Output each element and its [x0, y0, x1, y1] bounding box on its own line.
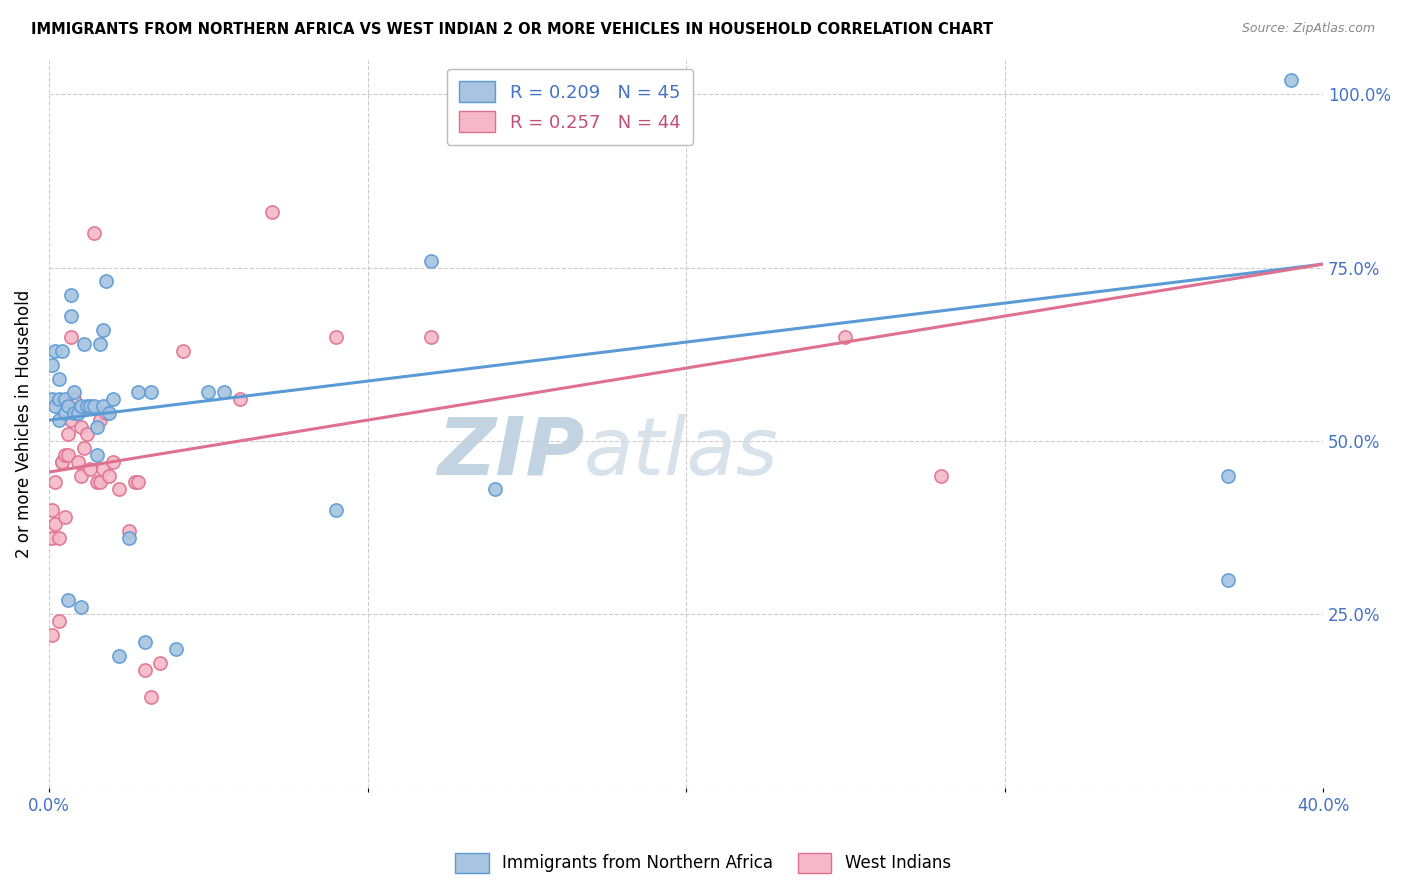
Point [44, 399, 66, 413]
Point [53, 510, 76, 524]
Point [56, 399, 79, 413]
Point [834, 330, 856, 344]
Point [51, 455, 73, 469]
Text: ZIP: ZIP [437, 414, 583, 491]
Point [53, 406, 76, 420]
Point [96, 406, 118, 420]
Point [134, 663, 156, 677]
Point [127, 385, 149, 400]
Text: IMMIGRANTS FROM NORTHERN AFRICA VS WEST INDIAN 2 OR MORE VEHICLES IN HOUSEHOLD C: IMMIGRANTS FROM NORTHERN AFRICA VS WEST … [31, 22, 993, 37]
Point [56, 448, 79, 462]
Point [79, 399, 101, 413]
Point [124, 475, 146, 490]
Point [91, 461, 114, 475]
Point [89, 413, 111, 427]
Point [108, 648, 131, 663]
Point [60, 288, 83, 302]
Point [127, 475, 149, 490]
Point [44, 517, 66, 532]
Point [83, 399, 105, 413]
Point [41, 628, 63, 642]
Point [101, 392, 124, 407]
Point [139, 690, 162, 705]
Point [101, 455, 124, 469]
Point [66, 455, 89, 469]
Point [76, 399, 98, 413]
Point [83, 226, 105, 240]
Point [60, 309, 83, 323]
Point [89, 475, 111, 490]
Point [48, 531, 70, 545]
Point [51, 343, 73, 358]
Point [41, 503, 63, 517]
Point [229, 392, 252, 407]
Point [484, 483, 506, 497]
Text: Source: ZipAtlas.com: Source: ZipAtlas.com [1241, 22, 1375, 36]
Point [96, 275, 118, 289]
Point [260, 205, 283, 219]
Point [139, 385, 162, 400]
Point [48, 614, 70, 628]
Point [89, 336, 111, 351]
Point [73, 441, 96, 455]
Point [325, 330, 347, 344]
Point [86, 448, 108, 462]
Point [69, 468, 91, 483]
Point [929, 468, 952, 483]
Point [325, 503, 347, 517]
Point [420, 253, 443, 268]
Point [44, 343, 66, 358]
Point [165, 641, 187, 656]
Point [134, 635, 156, 649]
Y-axis label: 2 or more Vehicles in Household: 2 or more Vehicles in Household [15, 289, 32, 558]
Point [117, 524, 139, 538]
Point [197, 385, 219, 400]
Point [117, 531, 139, 545]
Point [66, 406, 89, 420]
Point [86, 420, 108, 434]
Point [73, 336, 96, 351]
Point [91, 323, 114, 337]
Point [1279, 73, 1302, 87]
Point [44, 475, 66, 490]
Point [60, 413, 83, 427]
Point [420, 330, 443, 344]
Point [98, 468, 121, 483]
Point [41, 392, 63, 407]
Point [51, 455, 73, 469]
Point [48, 371, 70, 385]
Legend: Immigrants from Northern Africa, West Indians: Immigrants from Northern Africa, West In… [449, 847, 957, 880]
Point [79, 461, 101, 475]
Point [1216, 468, 1239, 483]
Point [53, 392, 76, 407]
Point [69, 420, 91, 434]
Point [149, 656, 172, 670]
Point [91, 399, 114, 413]
Point [76, 427, 98, 442]
Point [56, 427, 79, 442]
Point [98, 406, 121, 420]
Point [212, 385, 235, 400]
Point [41, 358, 63, 372]
Point [60, 330, 83, 344]
Point [1216, 573, 1239, 587]
Point [63, 385, 86, 400]
Point [53, 448, 76, 462]
Point [108, 483, 131, 497]
Point [172, 343, 194, 358]
Point [86, 475, 108, 490]
Point [69, 399, 91, 413]
Point [69, 600, 91, 615]
Point [63, 406, 86, 420]
Point [56, 593, 79, 607]
Point [63, 392, 86, 407]
Text: atlas: atlas [583, 414, 779, 491]
Point [48, 413, 70, 427]
Point [41, 531, 63, 545]
Point [48, 392, 70, 407]
Legend: R = 0.209   N = 45, R = 0.257   N = 44: R = 0.209 N = 45, R = 0.257 N = 44 [447, 69, 693, 145]
